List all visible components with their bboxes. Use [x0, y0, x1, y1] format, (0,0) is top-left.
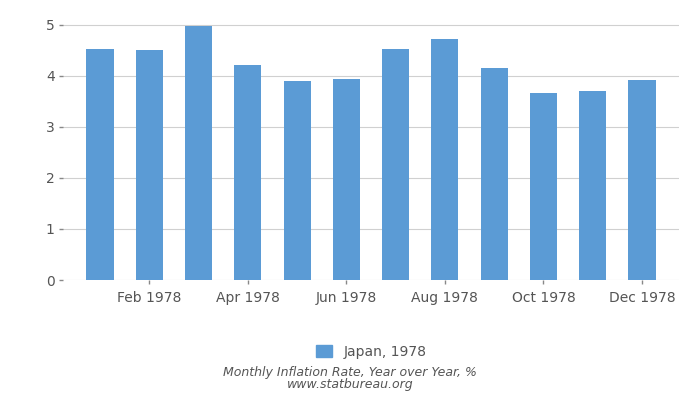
Bar [579, 91, 606, 280]
Bar [332, 79, 360, 280]
Bar [185, 26, 212, 280]
Bar [481, 68, 508, 280]
Bar [530, 93, 557, 280]
Legend: Japan, 1978: Japan, 1978 [316, 345, 426, 359]
Text: www.statbureau.org: www.statbureau.org [287, 378, 413, 391]
Bar [431, 39, 458, 280]
Text: Monthly Inflation Rate, Year over Year, %: Monthly Inflation Rate, Year over Year, … [223, 366, 477, 379]
Bar [382, 49, 410, 280]
Bar [629, 80, 656, 280]
Bar [86, 49, 113, 280]
Bar [284, 81, 311, 280]
Bar [234, 64, 261, 280]
Bar [136, 50, 163, 280]
